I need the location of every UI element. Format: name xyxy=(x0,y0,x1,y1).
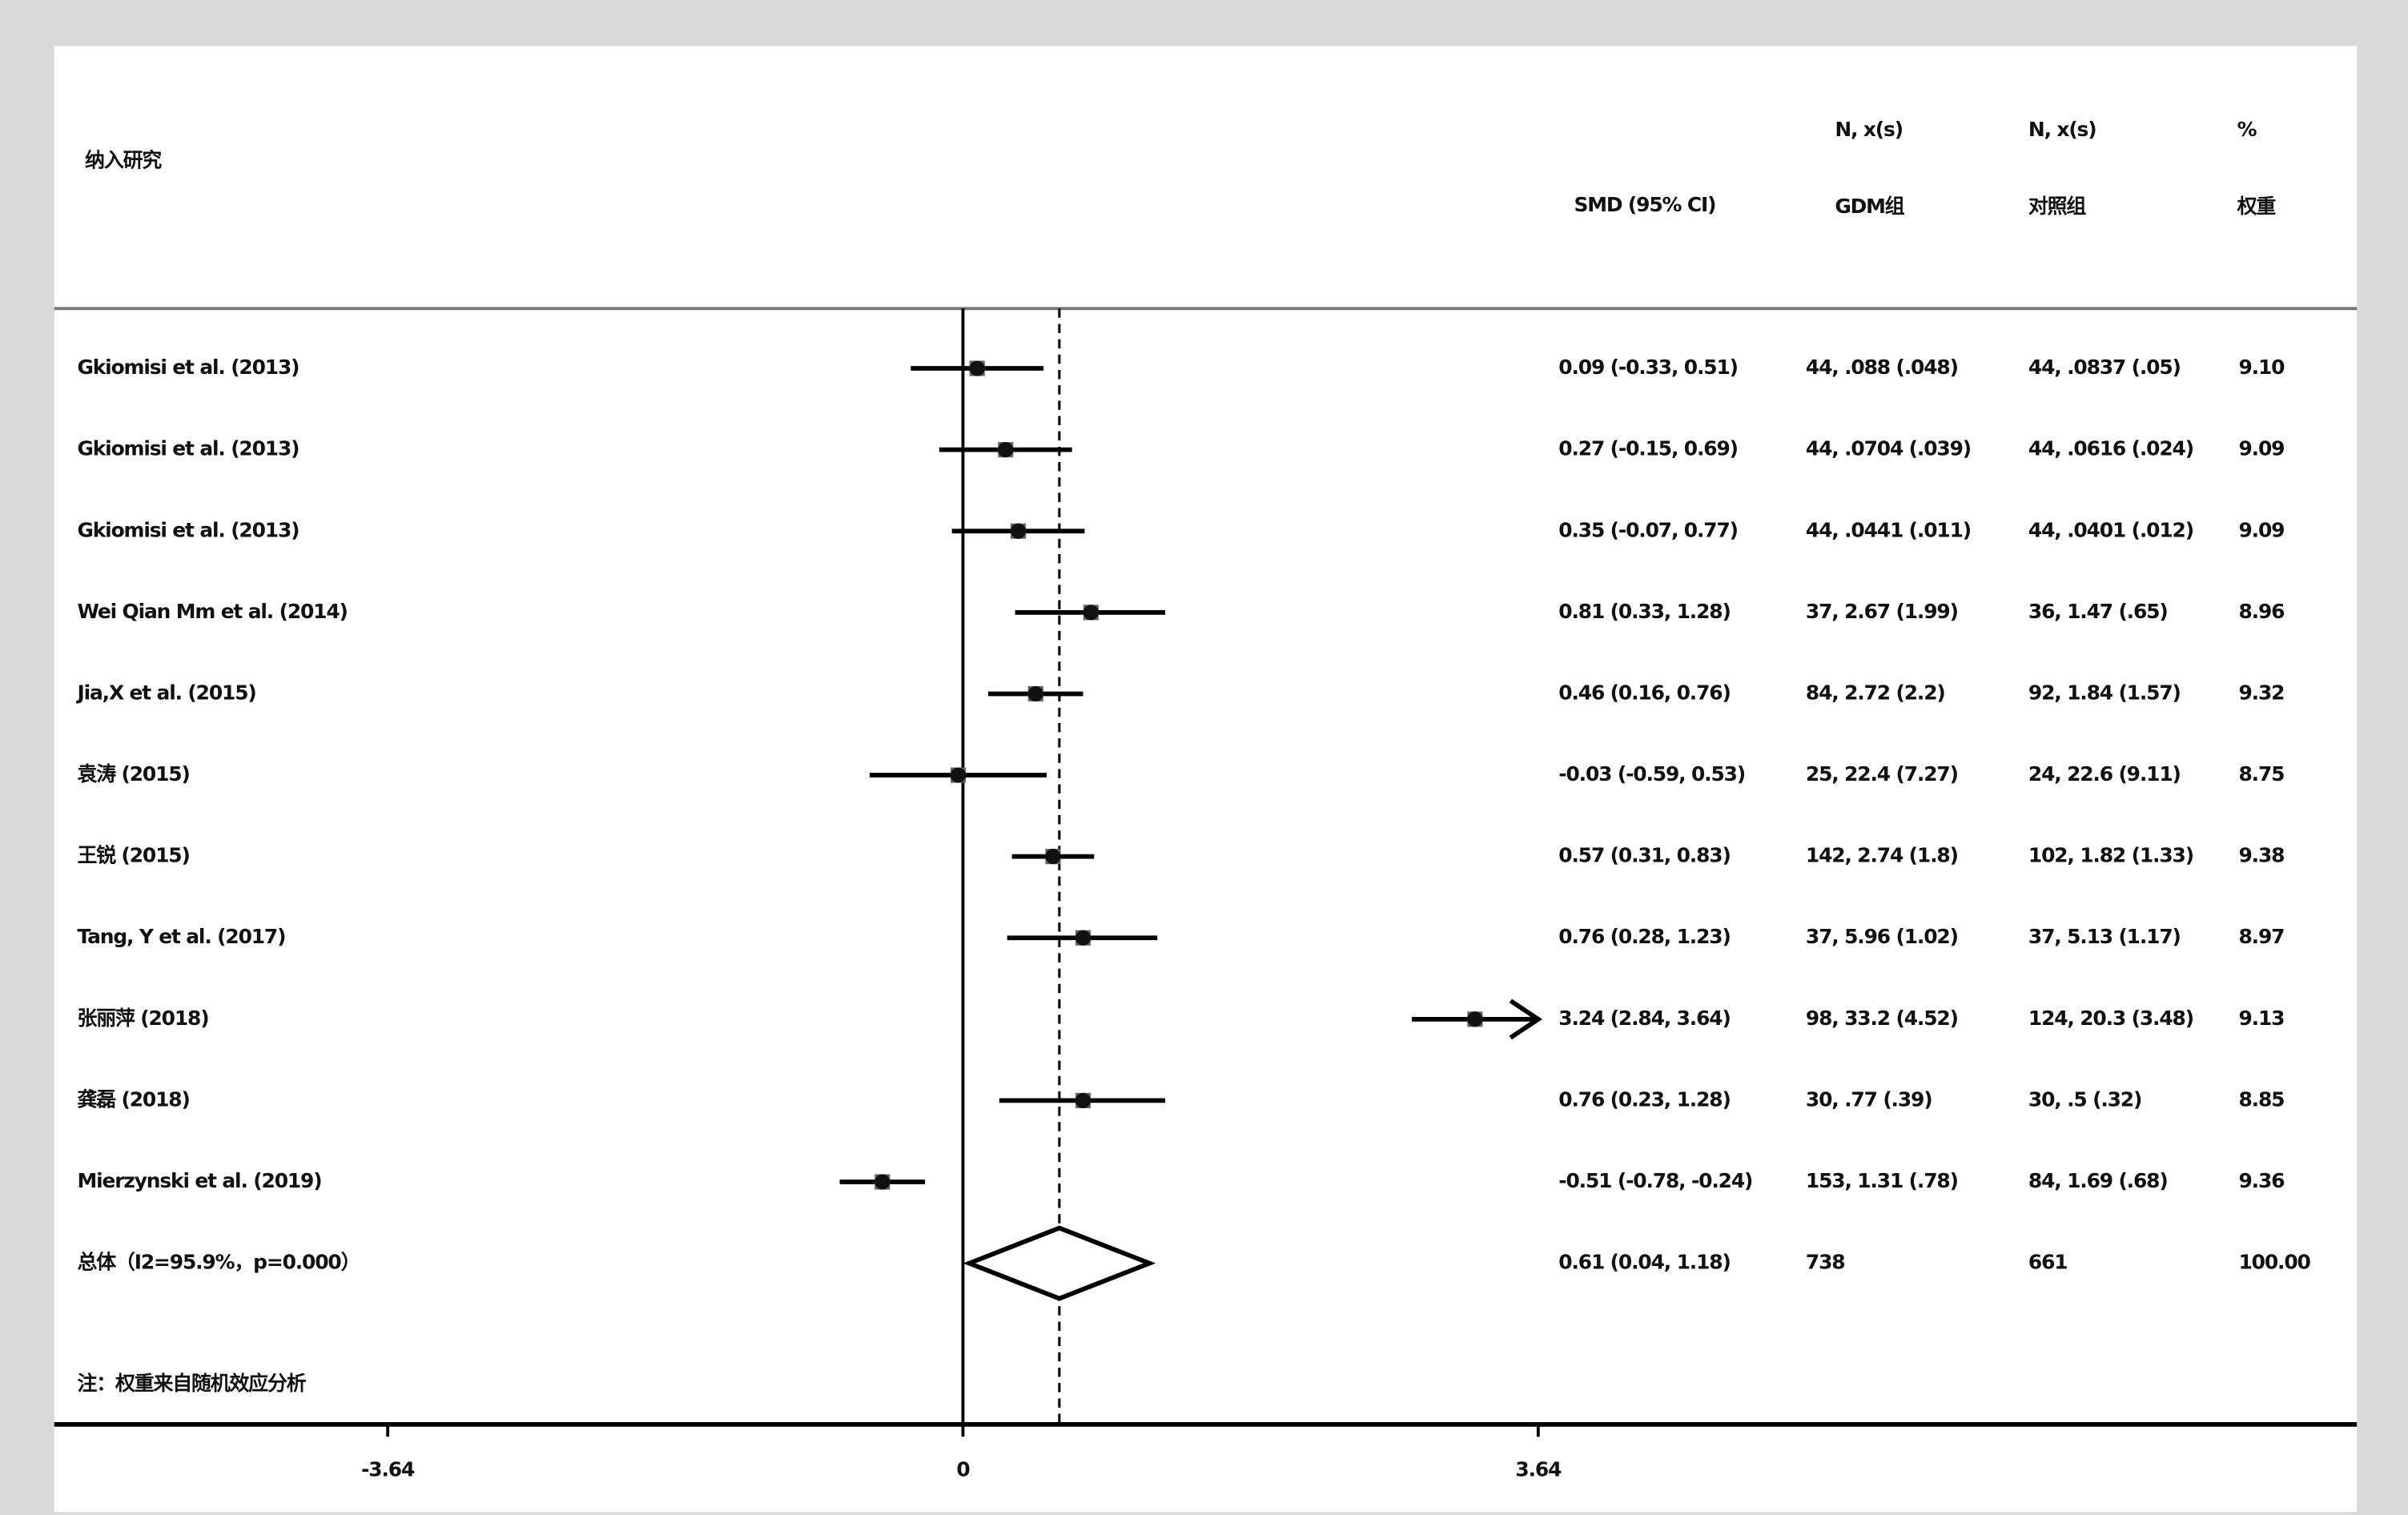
point-estimate xyxy=(874,1174,890,1190)
overall-gdm: 738 xyxy=(1806,1251,1845,1274)
gdm-cell: 44, .0704 (.039) xyxy=(1806,437,1971,460)
gdm-header: GDM组 xyxy=(1835,195,1904,218)
control-cell: 44, .0837 (.05) xyxy=(2028,356,2181,379)
gdm-cell: 84, 2.72 (2.2) xyxy=(1806,681,1945,704)
smd-label: -0.51 (-0.78, -0.24) xyxy=(1558,1169,1752,1192)
control-cell: 36, 1.47 (.65) xyxy=(2028,600,2168,623)
x-tick-label: -3.64 xyxy=(361,1457,415,1481)
point-estimate xyxy=(950,767,967,783)
gdm-cell: 25, 22.4 (7.27) xyxy=(1806,762,1958,786)
smd-label: 0.57 (0.31, 0.83) xyxy=(1558,844,1730,867)
overall-diamond xyxy=(963,1225,1156,1301)
weight-cell: 8.75 xyxy=(2239,762,2285,786)
smd-header: SMD (95% CI) xyxy=(1574,193,1715,216)
overall-control: 661 xyxy=(2028,1251,2068,1274)
weight-cell: 8.96 xyxy=(2239,600,2285,623)
weight-header: 权重 xyxy=(2237,195,2277,218)
weight-cell: 9.10 xyxy=(2239,356,2285,379)
gdm-cell: 153, 1.31 (.78) xyxy=(1806,1169,1958,1192)
smd-label: -0.03 (-0.59, 0.53) xyxy=(1558,762,1745,786)
ci-arrow xyxy=(1509,999,1543,1040)
weight-cell: 9.09 xyxy=(2239,518,2285,541)
control-cell: 84, 1.69 (.68) xyxy=(2028,1169,2168,1192)
control-cell: 124, 20.3 (3.48) xyxy=(2028,1007,2193,1030)
control-cell: 44, .0616 (.024) xyxy=(2028,437,2193,460)
study-name: Wei Qian Mm et al. (2014) xyxy=(77,600,347,623)
control-cell: 24, 22.6 (9.11) xyxy=(2028,762,2181,786)
point-estimate xyxy=(1027,685,1043,702)
control-cell: 102, 1.82 (1.33) xyxy=(2028,844,2193,867)
control-header: N, x(s) xyxy=(2028,118,2096,141)
weight-cell: 8.85 xyxy=(2239,1087,2285,1111)
gdm-cell: 142, 2.74 (1.8) xyxy=(1806,844,1958,867)
note: 注：权重来自随机效应分析 xyxy=(77,1372,306,1395)
smd-label: 0.09 (-0.33, 0.51) xyxy=(1558,356,1738,379)
study-name: Jia,X et al. (2015) xyxy=(75,681,255,704)
study-name: 袁涛 (2015) xyxy=(76,762,189,786)
gdm-cell: 98, 33.2 (4.52) xyxy=(1806,1007,1958,1030)
study-name: Tang, Y et al. (2017) xyxy=(77,925,285,948)
point-estimate xyxy=(969,360,985,376)
smd-label: 0.76 (0.28, 1.23) xyxy=(1558,925,1730,948)
smd-label: 3.24 (2.84, 3.64) xyxy=(1558,1007,1730,1030)
control-cell: 92, 1.84 (1.57) xyxy=(2028,681,2181,704)
study-name: Gkiomisi et al. (2013) xyxy=(77,518,299,541)
control-cell: 44, .0401 (.012) xyxy=(2028,518,2193,541)
point-estimate xyxy=(1083,605,1099,621)
point-estimate xyxy=(1075,930,1091,946)
gdm-cell: 37, 2.67 (1.99) xyxy=(1806,600,1958,623)
weight-cell: 9.32 xyxy=(2239,681,2285,704)
study-header: 纳入研究 xyxy=(85,148,162,171)
gdm-cell: 30, .77 (.39) xyxy=(1806,1087,1932,1111)
point-estimate xyxy=(1075,1092,1091,1109)
weight-cell: 9.09 xyxy=(2239,437,2285,460)
x-tick-label: 0 xyxy=(956,1457,970,1481)
weight-cell: 9.13 xyxy=(2239,1007,2285,1030)
gdm-cell: 37, 5.96 (1.02) xyxy=(1806,925,1958,948)
point-estimate xyxy=(1010,523,1027,539)
smd-label: 0.81 (0.33, 1.28) xyxy=(1558,600,1730,623)
smd-label: 0.27 (-0.15, 0.69) xyxy=(1558,437,1738,460)
overall-label: 总体（I2=95.9%，p=0.000） xyxy=(77,1251,360,1274)
study-name: 张丽萍 (2018) xyxy=(77,1007,208,1030)
gdm-cell: 44, .0441 (.011) xyxy=(1806,518,1971,541)
smd-label: 0.46 (0.16, 0.76) xyxy=(1558,681,1730,704)
gdm-header: N, x(s) xyxy=(1835,118,1903,141)
overall-smd: 0.61 (0.04, 1.18) xyxy=(1558,1251,1730,1274)
overall-weight: 100.00 xyxy=(2239,1251,2311,1274)
control-header: 对照组 xyxy=(2028,195,2087,218)
gdm-cell: 44, .088 (.048) xyxy=(1806,356,1958,379)
study-name: 王锐 (2015) xyxy=(77,844,189,867)
study-name: Mierzynski et al. (2019) xyxy=(77,1169,321,1192)
smd-label: 0.35 (-0.07, 0.77) xyxy=(1558,518,1738,541)
weight-cell: 9.36 xyxy=(2239,1169,2285,1192)
weight-cell: 8.97 xyxy=(2239,925,2285,948)
control-cell: 37, 5.13 (1.17) xyxy=(2028,925,2181,948)
panel xyxy=(54,46,2358,1513)
study-name: Gkiomisi et al. (2013) xyxy=(77,437,299,460)
smd-label: 0.76 (0.23, 1.28) xyxy=(1558,1087,1730,1111)
weight-header: % xyxy=(2237,118,2257,141)
study-name: 龚磊 (2018) xyxy=(77,1087,189,1111)
point-estimate xyxy=(1467,1011,1483,1027)
point-estimate xyxy=(998,442,1014,458)
weight-cell: 9.38 xyxy=(2239,844,2285,867)
x-tick-label: 3.64 xyxy=(1515,1457,1562,1481)
control-cell: 30, .5 (.32) xyxy=(2028,1087,2141,1111)
study-name: Gkiomisi et al. (2013) xyxy=(77,356,299,379)
point-estimate xyxy=(1045,849,1061,865)
